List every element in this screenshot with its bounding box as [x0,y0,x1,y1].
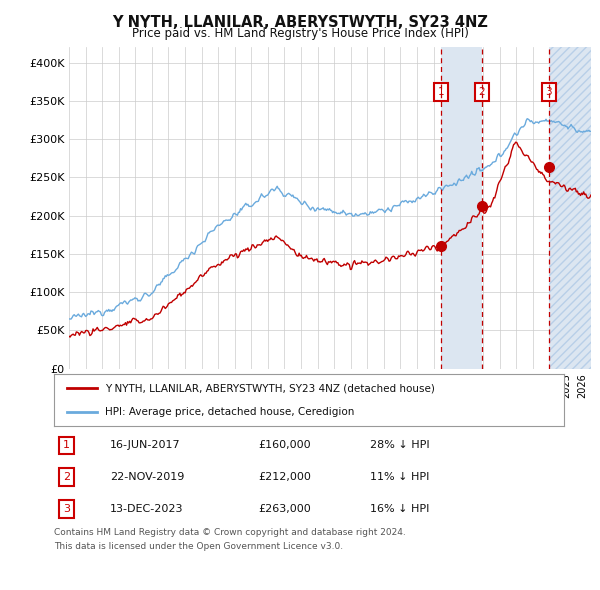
Text: 16-JUN-2017: 16-JUN-2017 [110,441,181,450]
Bar [441,47,482,369]
Text: 28% ↓ HPI: 28% ↓ HPI [370,441,430,450]
Bar [549,47,591,369]
Text: 1: 1 [438,87,445,97]
Text: 16% ↓ HPI: 16% ↓ HPI [370,504,430,514]
Text: 22-NOV-2019: 22-NOV-2019 [110,473,184,482]
Text: HPI: Average price, detached house, Ceredigion: HPI: Average price, detached house, Cere… [105,407,355,417]
Text: 3: 3 [63,504,70,514]
Text: 3: 3 [545,87,552,97]
Text: £212,000: £212,000 [258,473,311,482]
Text: £160,000: £160,000 [258,441,311,450]
Text: Y NYTH, LLANILAR, ABERYSTWYTH, SY23 4NZ: Y NYTH, LLANILAR, ABERYSTWYTH, SY23 4NZ [112,15,488,30]
Text: Contains HM Land Registry data © Crown copyright and database right 2024.: Contains HM Land Registry data © Crown c… [54,528,406,537]
Text: 2: 2 [63,473,70,482]
Text: 11% ↓ HPI: 11% ↓ HPI [370,473,430,482]
Text: £263,000: £263,000 [258,504,311,514]
Text: 2: 2 [478,87,485,97]
Text: 13-DEC-2023: 13-DEC-2023 [110,504,184,514]
Text: Y NYTH, LLANILAR, ABERYSTWYTH, SY23 4NZ (detached house): Y NYTH, LLANILAR, ABERYSTWYTH, SY23 4NZ … [105,383,435,393]
Text: 1: 1 [63,441,70,450]
Text: This data is licensed under the Open Government Licence v3.0.: This data is licensed under the Open Gov… [54,542,343,550]
Bar [549,47,591,369]
Text: Price paid vs. HM Land Registry's House Price Index (HPI): Price paid vs. HM Land Registry's House … [131,27,469,40]
